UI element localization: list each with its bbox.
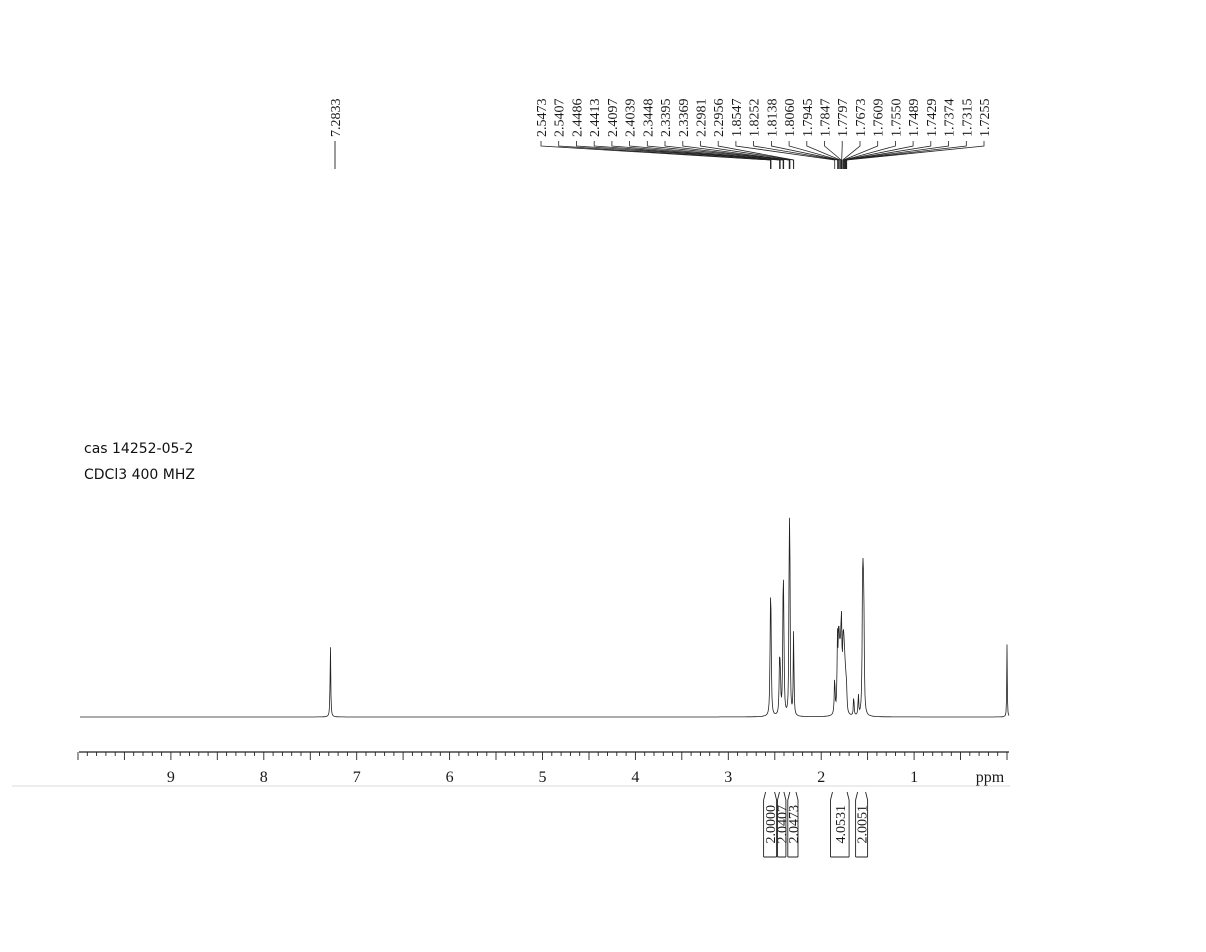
peak-label: 1.8252 [748,99,763,138]
axis-tick-label: 5 [539,769,547,786]
integral-value: 2.0051 [856,805,871,844]
peak-label-leader [593,141,781,169]
peak-label-leader [753,141,838,169]
integral-bracket [830,791,850,858]
peak-label-leader [842,141,861,169]
peak-label: 2.4413 [588,99,603,138]
peak-label: 1.7945 [801,99,816,138]
peak-label: 1.7429 [925,99,940,138]
integral-bracket [763,791,778,858]
peak-label-leader [771,141,839,169]
peak-label: 1.7374 [943,99,958,138]
peak-label-leader [843,141,879,169]
axis-tick-label: 1 [910,769,918,786]
peak-label: 2.5473 [535,99,550,138]
peak-label: 1.7609 [872,99,887,138]
peak-label: 2.3395 [659,99,674,138]
ppm-axis: 9 8 7 6 5 4 3 2 1 ppm [12,751,1010,787]
spectrum-trace-layer [80,517,1010,718]
peak-label-leader [735,141,836,169]
peak-label: 2.4039 [624,99,639,138]
peak-label-leader [540,141,771,169]
integral-bracket [777,791,787,858]
peak-label-leader [788,141,840,169]
peak-label-leader [558,141,772,169]
peak-label: 1.7255 [978,99,993,138]
peak-label-leader [845,141,967,169]
peak-label: 2.4097 [606,99,621,138]
peak-label: 1.7797 [836,99,851,138]
peak-label-leader [646,141,790,169]
peak-label-leader [824,141,842,169]
integral-value: 2.0473 [787,805,802,844]
cas-number-label: cas 14252-05-2 [84,441,193,457]
peak-label-leader [841,141,843,169]
axis-tick-label: 7 [353,769,361,786]
peak-label: 2.3448 [641,99,656,138]
integral-bracket [855,791,869,858]
spectrum-trace [80,517,1010,718]
peak-label: 2.2981 [695,99,710,138]
integral-value: 4.0531 [834,805,849,844]
peak-label-leader [846,141,985,169]
axis-tick-label: 3 [724,769,732,786]
peak-label-leader [806,141,841,169]
axis-tick-label: 8 [260,769,268,786]
peak-label-leader [629,141,785,169]
peak-label: 2.4486 [570,99,585,138]
sample-annotation: cas 14252-05-2 CDCl3 400 MHZ [84,441,195,483]
axis-tick-label: 6 [446,769,454,786]
axis-tick-label: 2 [817,769,825,786]
peak-label-leader [844,141,932,169]
integral-value: 2.0407 [776,805,791,844]
solvent-frequency-label: CDCl3 400 MHZ [84,467,195,483]
axis-unit-label: ppm [976,769,1005,786]
peak-label: 1.8547 [730,99,745,138]
peak-label-leader [843,141,896,169]
peak-label-layer: 7.2833 2.5473 2.5407 2.4486 2.4413 2.4097 2.40… [329,99,993,169]
peak-label-leader [717,141,795,169]
peak-label-leader [682,141,791,169]
peak-label: 2.2956 [712,99,727,138]
peak-label-leader [576,141,780,169]
axis-tick-label: 9 [167,769,175,786]
integral-value: 2.0000 [764,805,779,844]
integral-bracket [787,791,799,858]
peak-label: 2.5407 [553,99,568,138]
axis-tick-label: 4 [631,769,639,786]
peak-label: 1.7315 [960,99,975,138]
peak-label-leader [611,141,784,169]
peak-label: 1.8138 [765,99,780,138]
peak-label: 7.2833 [329,99,344,138]
peak-label: 2.3369 [677,99,692,138]
peak-label-leader [844,141,914,169]
peak-label: 1.7550 [889,99,904,138]
peak-label: 1.7489 [907,99,922,138]
peak-label: 1.7673 [854,99,869,138]
peak-label: 1.8060 [783,99,798,138]
peak-label: 1.7847 [819,99,834,138]
peak-label-leader [845,141,949,169]
